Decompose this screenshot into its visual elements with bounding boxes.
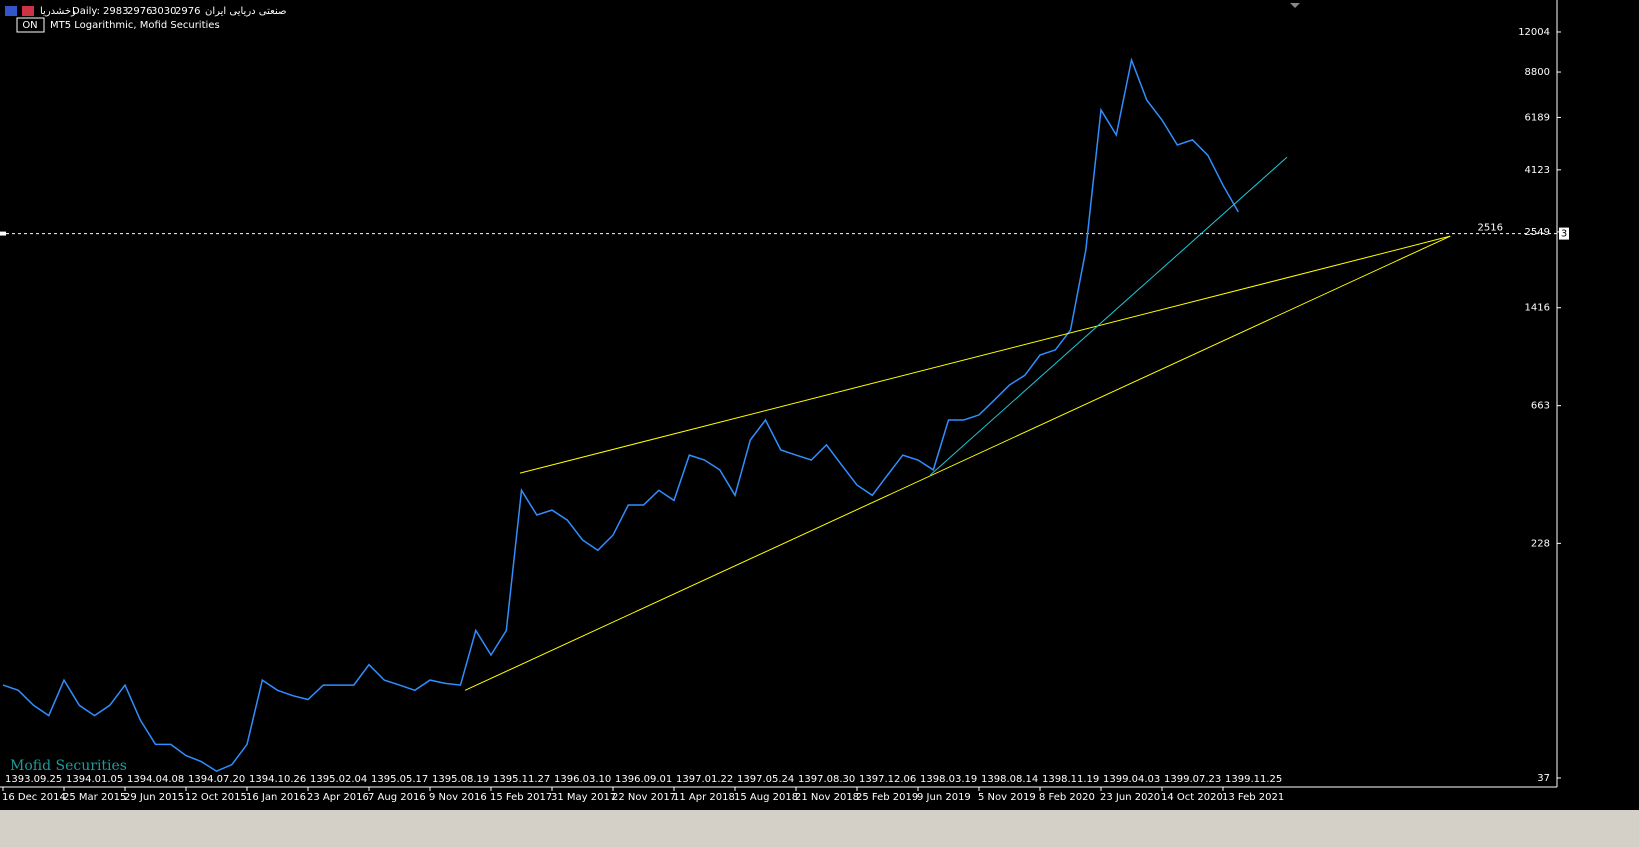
x-tick-label: 1394.10.26	[249, 774, 306, 785]
y-tick-label: 4123	[1525, 165, 1550, 176]
price-tag: 3	[1561, 229, 1567, 240]
ohlc-low: 3030	[151, 6, 176, 17]
on-button[interactable]	[16, 17, 45, 33]
x-tick-label: 8 Feb 2020	[1039, 792, 1095, 803]
ohlc-open: 2983	[103, 6, 128, 17]
x-tick-label: 9 Nov 2016	[429, 792, 487, 803]
x-tick-label: 1397.12.06	[859, 774, 916, 785]
price-tag-box	[1559, 227, 1569, 240]
x-tick-label: 1399.04.03	[1103, 774, 1160, 785]
x-tick-label: 1394.04.08	[127, 774, 184, 785]
x-tick-label: 25 Mar 2015	[63, 792, 126, 803]
x-tick-label: 5 Nov 2019	[978, 792, 1036, 803]
x-tick-label: 15 Feb 2017	[490, 792, 552, 803]
x-tick-label: 16 Dec 2014	[2, 792, 66, 803]
price-line-label: 2516	[1478, 223, 1503, 234]
subtitle: MT5 Logarithmic, Mofid Securities	[50, 20, 220, 31]
x-tick-label: 25 Feb 2019	[856, 792, 918, 803]
on-button-label[interactable]: ON	[22, 20, 37, 31]
y-tick-label: 663	[1531, 401, 1550, 412]
status-strip	[0, 810, 1639, 847]
x-tick-label: 1394.01.05	[66, 774, 123, 785]
y-tick-label: 2549	[1525, 227, 1550, 238]
x-tick-label: 13 Feb 2021	[1222, 792, 1284, 803]
price-line-marker	[0, 231, 6, 236]
x-tick-label: 1396.09.01	[615, 774, 672, 785]
ohlc-close: 2976	[175, 6, 200, 17]
x-tick-label: 1398.03.19	[920, 774, 977, 785]
timeframe: Daily:	[72, 6, 100, 17]
x-tick-label: 1396.03.10	[554, 774, 611, 785]
watermark: Mofid Securities	[10, 758, 127, 774]
x-tick-label: 1393.09.25	[5, 774, 62, 785]
x-tick-label: 15 Aug 2018	[734, 792, 798, 803]
y-tick-label: 6189	[1525, 112, 1550, 123]
instrument-name: صنعتی دریایی ایران	[205, 6, 286, 17]
x-tick-label: 1397.05.24	[737, 774, 794, 785]
trendline	[929, 156, 1288, 476]
y-tick-label: 8800	[1525, 67, 1550, 78]
x-tick-label: 11 Apr 2018	[673, 792, 735, 803]
x-tick-label: 1394.07.20	[188, 774, 245, 785]
x-tick-label: 21 Nov 2018	[795, 792, 859, 803]
icon	[22, 6, 34, 16]
trendline	[519, 235, 1451, 474]
x-tick-label: 1397.01.22	[676, 774, 733, 785]
x-tick-label: 1395.11.27	[493, 774, 550, 785]
x-tick-label: 1399.11.25	[1225, 774, 1282, 785]
symbol: رخشدریا	[40, 6, 76, 17]
y-tick-label: 37	[1537, 773, 1550, 784]
x-tick-label: 1397.08.30	[798, 774, 855, 785]
y-tick-label: 1416	[1525, 303, 1550, 314]
y-tick-label: 12004	[1518, 27, 1550, 38]
x-tick-label: 1395.02.04	[310, 774, 367, 785]
x-tick-label: 1398.11.19	[1042, 774, 1099, 785]
x-tick-label: 31 May 2017	[551, 792, 616, 803]
x-tick-label: 23 Apr 2016	[307, 792, 369, 803]
x-tick-label: 1399.07.23	[1164, 774, 1221, 785]
x-tick-label: 1398.08.14	[981, 774, 1038, 785]
x-tick-label: 16 Jan 2016	[246, 792, 306, 803]
y-tick-label: 228	[1531, 538, 1550, 549]
x-tick-label: 22 Nov 2017	[612, 792, 676, 803]
x-tick-label: 9 Jun 2019	[917, 792, 971, 803]
x-tick-label: 23 Jun 2020	[1100, 792, 1160, 803]
price-line-series	[2, 57, 1239, 773]
x-tick-label: 1395.08.19	[432, 774, 489, 785]
ohlc-high: 2976	[127, 6, 152, 17]
x-tick-label: 1395.05.17	[371, 774, 428, 785]
scroll-marker[interactable]	[1290, 3, 1300, 8]
icon	[5, 6, 17, 16]
x-tick-label: 7 Aug 2016	[368, 792, 426, 803]
x-tick-label: 29 Jun 2015	[124, 792, 184, 803]
trendline	[464, 235, 1451, 691]
x-tick-label: 12 Oct 2015	[185, 792, 247, 803]
x-tick-label: 14 Oct 2020	[1161, 792, 1223, 803]
